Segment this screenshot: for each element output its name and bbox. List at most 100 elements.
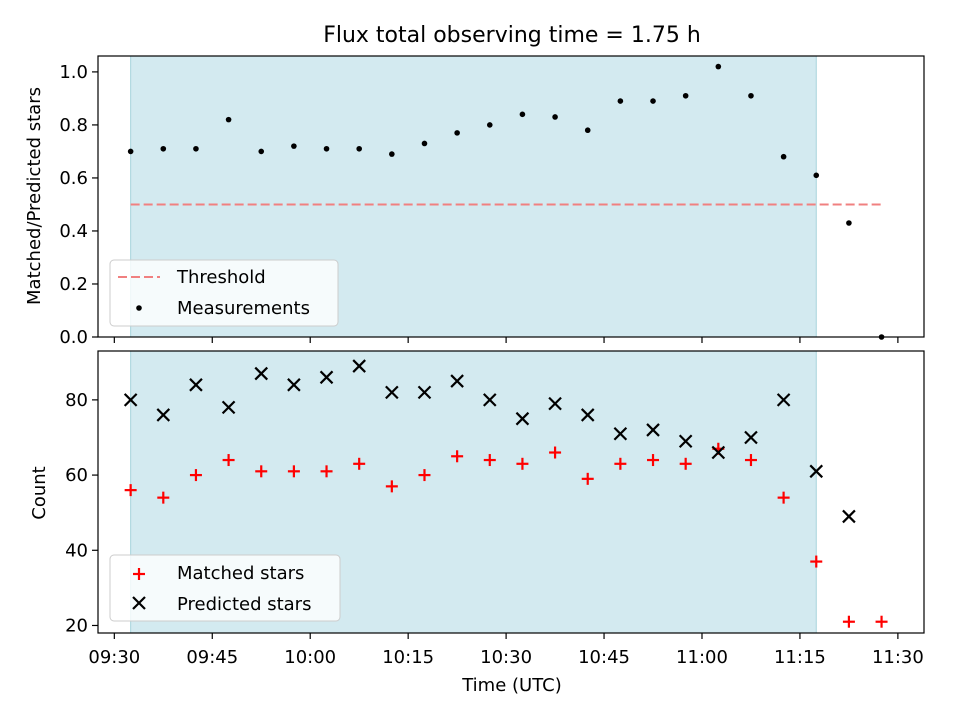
measurement-point [682,92,689,99]
matched-star-point [679,457,692,470]
legend-measurements-swatch [136,305,142,311]
y-tick-label: 20 [65,615,88,636]
predicted-star-point [254,366,269,381]
bottom-legend: Matched stars Predicted stars [109,554,341,622]
x-tick-label: 10:30 [480,647,532,668]
legend-threshold-label: Threshold [176,267,266,288]
measurement-point [258,148,265,155]
predicted-star-point [483,393,497,407]
predicted-star-point [515,411,530,426]
predicted-star-point [646,423,660,437]
top-legend-box [109,259,339,327]
matched-star-point [744,454,757,467]
measurement-point [813,172,820,179]
y-tick-label: 80 [65,390,88,411]
measurement-point [356,145,362,152]
bottom-y-axis-label: Count [29,466,50,519]
chart-title: Flux total observing time = 1.75 h [323,23,701,48]
predicted-star-point [189,378,203,392]
matched-star-point [189,469,202,482]
predicted-star-point [156,408,171,422]
measurement-point [650,98,656,104]
measurement-point [193,145,199,152]
count-panel: 20 40 60 80 09:30 09:45 10:00 10:15 10:30 10:45 1… [29,350,925,696]
matched-star-point [810,555,823,568]
matched-star-point [614,457,627,470]
predicted-star-point [613,426,628,441]
y-tick-label: 40 [65,540,88,561]
predicted-star-point [580,408,595,422]
matched-star-point [353,457,366,470]
matched-star-point [516,457,529,470]
x-tick-label: 10:00 [284,647,336,668]
matched-star-point [418,469,431,482]
measurement-point [780,153,787,160]
measurement-point [291,143,297,149]
ratio-panel: 0.0 0.2 0.4 0.6 0.8 1.0 Matched/Predicted sta… [24,55,925,348]
measurement-point [715,63,722,70]
predicted-star-point [385,385,399,400]
measurement-points [127,63,885,340]
predicted-star-point [744,430,758,445]
y-tick-label: 0.6 [59,168,88,189]
matched-star-point [842,615,855,628]
measurement-point [454,130,460,136]
bottom-axes-frame [97,350,925,634]
legend-measurements-label: Measurements [177,298,310,319]
x-tick-label: 09:30 [88,647,140,668]
y-tick-label: 0.8 [59,115,88,136]
top-y-axis-label: Matched/Predicted stars [24,87,45,305]
x-tick-label: 11:15 [774,647,826,668]
measurement-point [323,145,330,152]
matched-star-point [483,454,496,467]
legend-matched-swatch [133,568,145,580]
x-axis-label: Time (UTC) [461,675,562,696]
measurement-point [519,111,526,118]
measurement-point [127,148,134,155]
measurement-point [617,98,624,104]
measurement-point [389,151,395,157]
x-tick-label: 10:45 [578,647,630,668]
matched-star-point [320,465,333,478]
predicted-star-point [417,385,432,400]
predicted-star-point [776,393,791,407]
measurement-point [748,92,754,99]
predicted-star-point [287,378,301,392]
measurement-point [552,114,558,120]
legend-predicted-label: Predicted stars [177,594,311,615]
matched-star-point [287,465,300,478]
predicted-star-point [319,370,334,385]
x-tick-label: 11:30 [872,647,924,668]
measurement-point [486,122,493,128]
x-tick-label: 11:00 [676,647,728,668]
x-tick-label: 09:45 [186,647,238,668]
predicted-star-point [548,396,562,411]
count-points [123,359,888,628]
predicted-star-point [221,400,236,415]
matched-star-point [777,491,790,504]
matched-star-point [549,446,562,459]
matched-star-point [124,484,137,497]
matched-star-point [581,472,594,485]
bottom-legend-box [109,554,341,622]
predicted-star-point [809,464,824,479]
matched-star-point [647,454,660,467]
matched-star-point [875,615,888,628]
bottom-x-ticks: 09:30 09:45 10:00 10:15 10:30 10:45 11:00 11:15… [88,633,924,668]
matched-star-point [222,454,235,467]
y-tick-label: 60 [65,465,88,486]
matched-star-point [157,491,170,504]
predicted-star-point [678,434,693,449]
predicted-star-point [123,393,138,407]
matched-star-point [385,480,398,493]
predicted-star-point [842,509,856,524]
measurement-point [160,145,167,152]
y-tick-label: 1.0 [59,62,88,83]
top-y-ticks: 0.0 0.2 0.4 0.6 0.8 1.0 [59,62,98,348]
measurement-point [584,127,591,134]
predicted-star-point [711,445,726,460]
matched-star-point [451,450,464,463]
predicted-star-point [352,359,366,373]
predicted-star-point [450,374,464,388]
